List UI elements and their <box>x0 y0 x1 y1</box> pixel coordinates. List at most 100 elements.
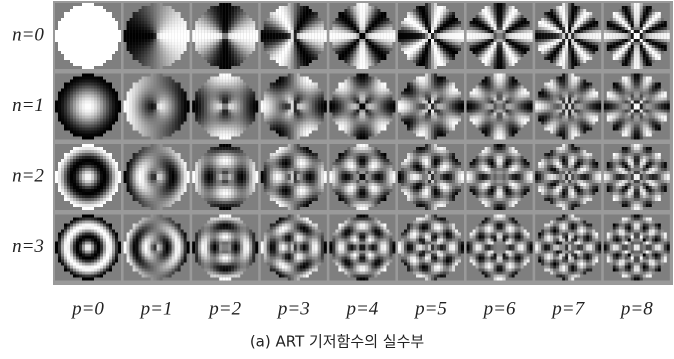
pixel <box>404 39 407 42</box>
pixel <box>249 101 252 104</box>
pixel <box>556 42 559 45</box>
pixel <box>428 51 431 54</box>
pixel <box>371 63 374 66</box>
pixel <box>392 33 395 36</box>
pixel <box>291 39 294 42</box>
pixel <box>79 12 82 15</box>
pixel <box>82 92 85 95</box>
pixel <box>347 21 350 24</box>
pixel <box>410 15 413 18</box>
pixel <box>94 134 97 137</box>
pixel <box>449 48 452 51</box>
pixel <box>70 119 73 122</box>
pixel <box>362 92 365 95</box>
pixel <box>228 30 231 33</box>
pixel <box>243 92 246 95</box>
pixel <box>169 63 172 66</box>
pixel <box>127 30 130 33</box>
pixel <box>434 63 437 66</box>
pixel <box>440 33 443 36</box>
pixel <box>148 12 151 15</box>
pixel <box>276 92 279 95</box>
pixel <box>231 6 234 9</box>
pixel <box>148 57 151 60</box>
pixel <box>139 113 142 116</box>
pixel <box>273 24 276 27</box>
pixel <box>556 18 559 21</box>
pixel <box>64 33 67 36</box>
pixel <box>94 18 97 21</box>
pixel <box>449 51 452 54</box>
pixel <box>252 39 255 42</box>
pixel <box>356 119 359 122</box>
pixel <box>67 128 70 131</box>
pixel <box>306 110 309 113</box>
pixel <box>237 107 240 110</box>
pixel <box>175 36 178 39</box>
pixel <box>338 48 341 51</box>
pixel <box>318 101 321 104</box>
pixel <box>344 30 347 33</box>
pixel <box>130 39 133 42</box>
pixel <box>332 119 335 122</box>
pixel <box>201 42 204 45</box>
pixel <box>175 27 178 30</box>
pixel <box>407 36 410 39</box>
pixel <box>237 33 240 36</box>
pixel <box>616 39 619 42</box>
pixel <box>100 131 103 134</box>
pixel <box>115 119 118 122</box>
pixel <box>291 42 294 45</box>
pixel <box>506 27 509 30</box>
pixel <box>273 86 276 89</box>
pixel <box>359 42 362 45</box>
pixel <box>365 57 368 60</box>
pixel <box>249 113 252 116</box>
pixel <box>553 18 556 21</box>
pixel <box>225 33 228 36</box>
pixel <box>169 18 172 21</box>
pixel <box>91 66 94 69</box>
pixel <box>371 42 374 45</box>
pixel <box>124 30 127 33</box>
pixel <box>73 24 76 27</box>
pixel <box>264 42 267 45</box>
pixel <box>359 80 362 83</box>
pixel <box>422 54 425 57</box>
pixel <box>273 12 276 15</box>
pixel <box>315 95 318 98</box>
pixel <box>231 110 234 113</box>
pixel <box>160 33 163 36</box>
pixel <box>112 39 115 42</box>
pixel <box>204 83 207 86</box>
pixel <box>76 110 79 113</box>
pixel <box>240 54 243 57</box>
pixel <box>344 95 347 98</box>
pixel <box>213 27 216 30</box>
pixel <box>494 66 497 69</box>
pixel <box>497 15 500 18</box>
pixel <box>76 116 79 119</box>
pixel <box>356 86 359 89</box>
pixel <box>178 86 181 89</box>
pixel <box>338 33 341 36</box>
pixel <box>246 83 249 86</box>
pixel <box>151 101 154 104</box>
pixel <box>136 98 139 101</box>
pixel <box>503 30 506 33</box>
pixel <box>568 12 571 15</box>
pixel <box>589 18 592 21</box>
pixel <box>362 39 365 42</box>
pixel <box>169 110 172 113</box>
pixel <box>294 21 297 24</box>
pixel <box>231 60 234 63</box>
pixel <box>276 110 279 113</box>
pixel <box>228 89 231 92</box>
pixel <box>139 51 142 54</box>
pixel <box>88 98 91 101</box>
pixel <box>619 18 622 21</box>
pixel <box>553 45 556 48</box>
pixel <box>413 18 416 21</box>
pixel <box>476 33 479 36</box>
pixel <box>207 54 210 57</box>
